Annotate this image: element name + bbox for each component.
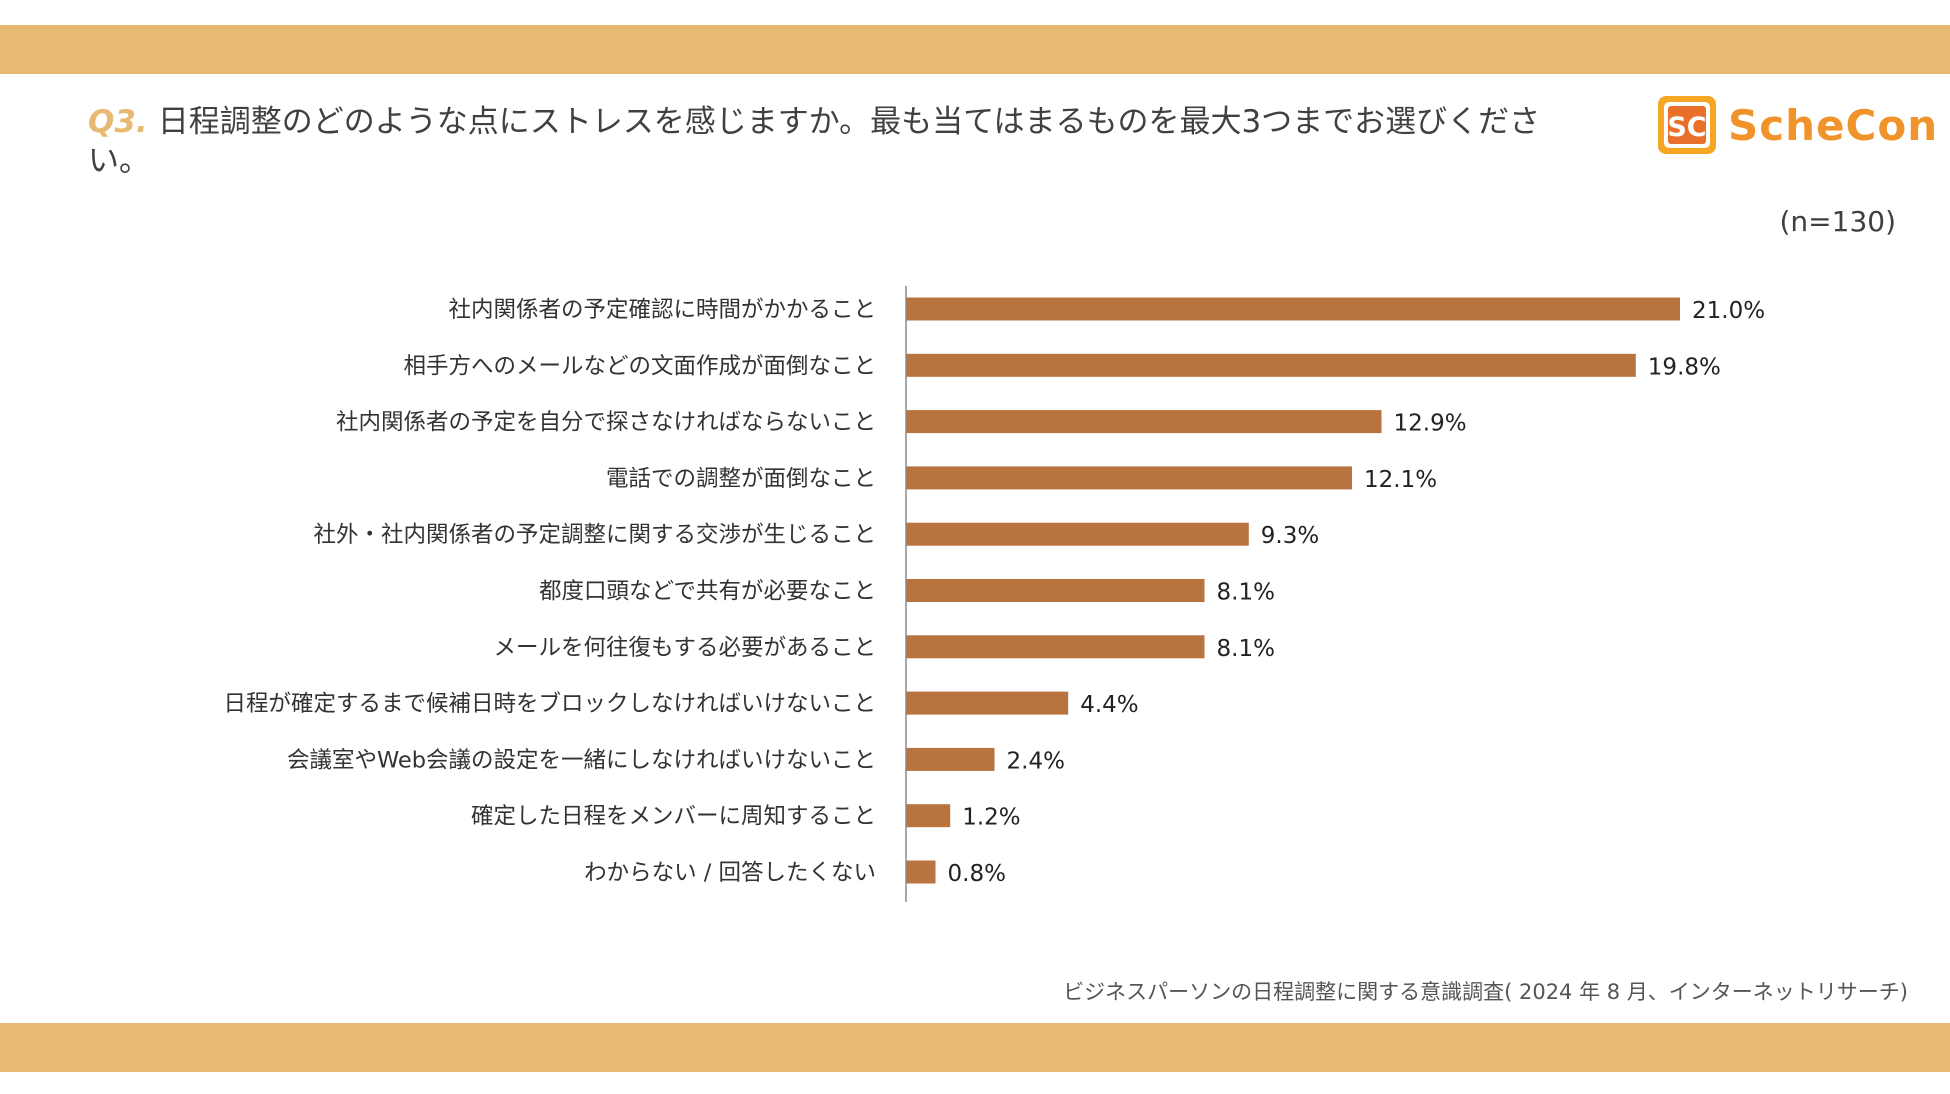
bar: [906, 635, 1205, 659]
value-label: 12.9%: [1394, 411, 1467, 437]
schecon-logo-icon: SC: [1658, 96, 1716, 154]
category-label: 社外・社内関係者の予定調整に関する交渉が生じること: [313, 522, 876, 548]
value-label: 1.2%: [962, 805, 1020, 831]
category-label: 日程が確定するまで候補日時をブロックしなければいけないこと: [223, 691, 876, 717]
category-label: わからない / 回答したくない: [584, 860, 876, 886]
category-label: 社内関係者の予定確認に時間がかかること: [448, 297, 876, 323]
schecon-logo: SC ScheCon: [1656, 93, 1938, 157]
sample-size: (n=130): [1779, 205, 1897, 238]
source-note: ビジネスパーソンの日程調整に関する意識調査( 2024 年 8 月、インターネッ…: [1063, 980, 1908, 1004]
bar: [906, 410, 1382, 434]
bar: [906, 522, 1249, 546]
category-label: 確定した日程をメンバーに周知すること: [471, 804, 876, 830]
bar-chart: 社内関係者の予定確認に時間がかかること 21.0% 相手方へのメールなどの文面作成が…: [223, 286, 1765, 902]
question-number: Q3.: [88, 104, 148, 140]
category-label: 会議室やWeb会議の設定を一緒にしなければいけないこと: [287, 747, 876, 773]
question-title: Q3. 日程調整のどのような点にストレスを感じますか。最も当てはまるものを最大3つ…: [88, 103, 1568, 181]
bar: [906, 804, 951, 828]
bar: [906, 353, 1636, 377]
logo-mark: SC: [1667, 112, 1706, 143]
category-label: メールを何往復もする必要があること: [493, 635, 876, 661]
bottom-band: [0, 1023, 1950, 1072]
bar: [906, 860, 936, 884]
value-label: 0.8%: [948, 861, 1006, 887]
question-text: 日程調整のどのような点にストレスを感じますか。最も当てはまるものを最大3つまでお…: [88, 104, 1541, 179]
category-label: 電話での調整が面倒なこと: [606, 466, 876, 492]
bar: [906, 297, 1680, 321]
value-label: 4.4%: [1080, 692, 1138, 718]
value-label: 2.4%: [1007, 748, 1065, 774]
bar: [906, 579, 1205, 602]
category-label: 都度口頭などで共有が必要なこと: [539, 579, 876, 605]
value-label: 8.1%: [1217, 580, 1275, 606]
bar: [906, 691, 1069, 715]
value-label: 19.8%: [1648, 354, 1721, 380]
logo-text: ScheCon: [1728, 100, 1939, 150]
value-label: 12.1%: [1364, 467, 1437, 493]
value-label: 8.1%: [1217, 636, 1275, 662]
top-band: [0, 25, 1950, 74]
category-label: 社内関係者の予定を自分で探さなければならないこと: [336, 410, 876, 436]
value-label: 21.0%: [1692, 298, 1765, 324]
value-label: 9.3%: [1261, 523, 1319, 549]
category-label: 相手方へのメールなどの文面作成が面倒なこと: [403, 353, 876, 379]
bar: [906, 747, 995, 771]
bar: [906, 466, 1352, 490]
